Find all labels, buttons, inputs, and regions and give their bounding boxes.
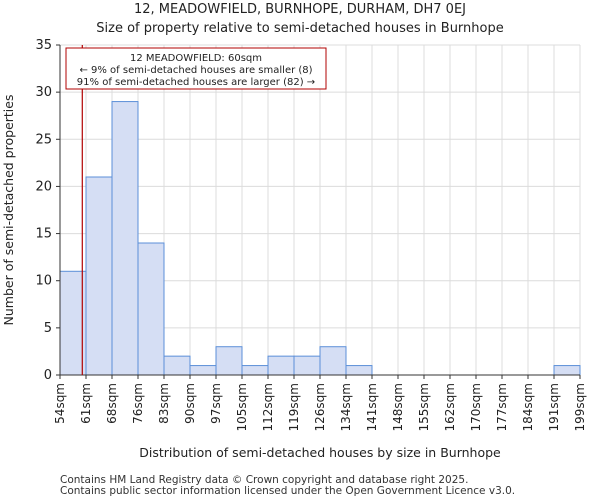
x-tick-label: 170sqm [469, 383, 483, 431]
histogram-bar [215, 346, 243, 376]
histogram-bar [111, 101, 139, 376]
x-tick-label: 112sqm [261, 383, 275, 431]
x-tick-label: 141sqm [365, 383, 379, 431]
chart-title: 12, MEADOWFIELD, BURNHOPE, DURHAM, DH7 0… [133, 2, 466, 17]
y-tick-label: 5 [44, 321, 52, 336]
footer-copyright: Contains HM Land Registry data © Crown c… [60, 474, 469, 486]
annotation-larger: 91% of semi-detached houses are larger (… [77, 77, 315, 88]
histogram-bar [85, 176, 113, 376]
x-tick-label: 126sqm [313, 383, 327, 431]
x-tick-label: 83sqm [157, 383, 171, 424]
x-tick-label: 191sqm [547, 383, 561, 431]
x-tick-label: 184sqm [521, 383, 535, 431]
x-tick-label: 76sqm [131, 383, 145, 424]
x-tick-label: 162sqm [443, 383, 457, 431]
y-tick-label: 25 [35, 132, 52, 147]
x-tick-label: 97sqm [209, 383, 223, 424]
x-tick-label: 61sqm [79, 383, 93, 424]
histogram-bar [267, 355, 295, 376]
y-tick-label: 0 [44, 368, 52, 383]
histogram-bar [319, 346, 347, 376]
x-tick-label: 177sqm [495, 383, 509, 431]
histogram-bar [163, 355, 191, 376]
histogram-bar [189, 365, 217, 376]
y-tick-label: 10 [35, 274, 52, 289]
y-axis-title: Number of semi-detached properties [1, 95, 16, 326]
footer-licence: Contains public sector information licen… [60, 485, 516, 497]
x-tick-label: 68sqm [105, 383, 119, 424]
y-tick-label: 15 [35, 227, 52, 242]
x-tick-label: 54sqm [53, 383, 67, 424]
histogram-bar [137, 242, 165, 376]
y-tick-label: 30 [35, 85, 52, 100]
x-tick-label: 90sqm [183, 383, 197, 424]
x-tick-label: 134sqm [339, 383, 353, 431]
histogram-bar [241, 365, 269, 376]
histogram-bar [553, 365, 581, 376]
histogram-bar [345, 365, 373, 376]
x-tick-label: 119sqm [287, 383, 301, 431]
annotation-title: 12 MEADOWFIELD: 60sqm [130, 53, 262, 64]
x-axis-title: Distribution of semi-detached houses by … [139, 445, 501, 460]
annotation-box [65, 47, 327, 90]
x-tick-label: 155sqm [417, 383, 431, 431]
x-tick-label: 148sqm [391, 383, 405, 431]
x-tick-label: 199sqm [573, 383, 587, 431]
x-tick-label: 105sqm [235, 383, 249, 431]
y-tick-label: 20 [35, 179, 52, 194]
histogram-bar [293, 355, 321, 376]
y-tick-label: 35 [35, 38, 52, 53]
annotation-smaller: ← 9% of semi-detached houses are smaller… [79, 65, 312, 76]
chart-subtitle: Size of property relative to semi-detach… [96, 21, 504, 36]
